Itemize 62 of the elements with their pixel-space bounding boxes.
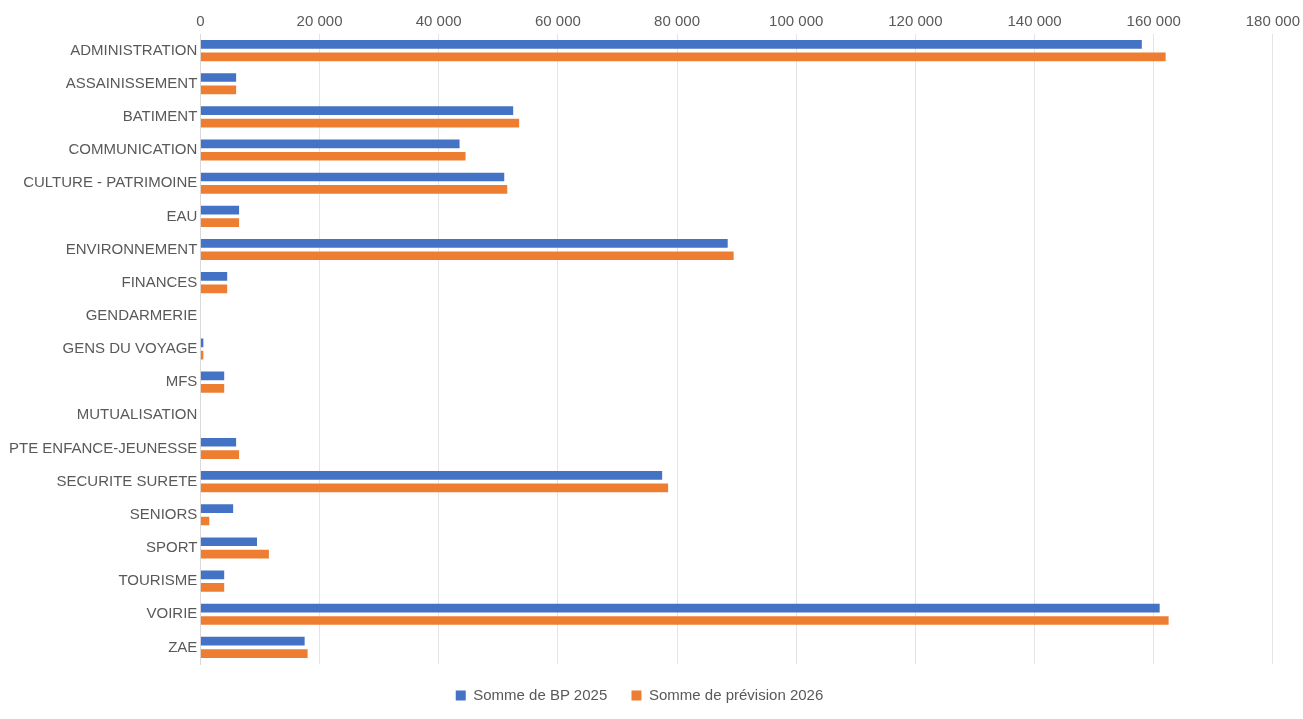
y-tick-label: VOIRIE bbox=[146, 604, 198, 622]
bar bbox=[200, 636, 305, 646]
bar bbox=[200, 205, 240, 215]
y-tick-label: EAU bbox=[166, 206, 198, 224]
bar bbox=[200, 118, 520, 128]
y-tick-label: ZAE bbox=[168, 637, 198, 655]
y-tick-label: SECURITE SURETE bbox=[56, 471, 198, 489]
bar bbox=[200, 570, 225, 580]
bar bbox=[200, 582, 225, 592]
x-tick-label: 0 bbox=[196, 12, 205, 30]
bar bbox=[200, 151, 466, 161]
y-tick-label: COMMUNICATION bbox=[68, 140, 198, 158]
bar bbox=[200, 371, 225, 381]
y-tick-label: PTE ENFANCE-JEUNESSE bbox=[9, 438, 198, 456]
y-tick-label: SENIORS bbox=[129, 504, 198, 522]
bar bbox=[200, 437, 237, 447]
x-tick-label: 40 000 bbox=[415, 12, 462, 30]
y-tick-label: ENVIRONNEMENT bbox=[65, 239, 198, 257]
legend-label: Somme de prévision 2026 bbox=[648, 685, 824, 703]
y-tick-label: TOURISME bbox=[118, 571, 198, 589]
x-tick-label: 60 000 bbox=[534, 12, 581, 30]
bar bbox=[200, 218, 240, 227]
bar bbox=[200, 384, 225, 393]
x-tick-label: 160 000 bbox=[1126, 12, 1181, 30]
x-tick-label: 80 000 bbox=[654, 12, 700, 30]
bar bbox=[200, 284, 228, 294]
bar bbox=[200, 73, 237, 82]
y-tick-label: MUTUALISATION bbox=[76, 405, 198, 423]
bar bbox=[200, 139, 460, 149]
y-tick-label: ADMINISTRATION bbox=[70, 40, 198, 58]
x-tick-label: 140 000 bbox=[1007, 12, 1062, 30]
x-tick-label: 180 000 bbox=[1245, 12, 1301, 30]
x-tick-label: 120 000 bbox=[888, 12, 943, 30]
bar bbox=[200, 52, 1166, 62]
x-tick-label: 100 000 bbox=[769, 12, 824, 30]
legend-label: Somme de BP 2025 bbox=[473, 685, 608, 703]
bar bbox=[200, 450, 240, 460]
bar bbox=[200, 85, 237, 95]
bar bbox=[200, 251, 734, 261]
y-tick-label: GENDARMERIE bbox=[85, 305, 198, 323]
y-tick-label: MFS bbox=[165, 372, 198, 390]
bar bbox=[200, 172, 505, 182]
bar bbox=[200, 272, 228, 281]
bar bbox=[200, 483, 669, 493]
y-tick-label: SPORT bbox=[145, 538, 198, 556]
bar bbox=[200, 106, 514, 116]
bar bbox=[200, 471, 663, 480]
bar bbox=[200, 238, 728, 248]
bar bbox=[200, 549, 269, 559]
bar bbox=[200, 504, 234, 513]
bar bbox=[200, 649, 308, 658]
bar bbox=[200, 40, 1142, 49]
bar bbox=[200, 537, 257, 547]
bar bbox=[200, 185, 508, 194]
y-tick-label: CULTURE - PATRIMOINE bbox=[23, 173, 198, 191]
bar bbox=[200, 616, 1169, 625]
y-tick-label: FINANCES bbox=[121, 272, 198, 290]
x-tick-label: 20 000 bbox=[296, 12, 343, 30]
y-tick-label: BATIMENT bbox=[122, 107, 198, 125]
y-tick-label: GENS DU VOYAGE bbox=[62, 339, 198, 357]
y-tick-label: ASSAINISSEMENT bbox=[65, 73, 198, 91]
bar bbox=[200, 603, 1160, 613]
